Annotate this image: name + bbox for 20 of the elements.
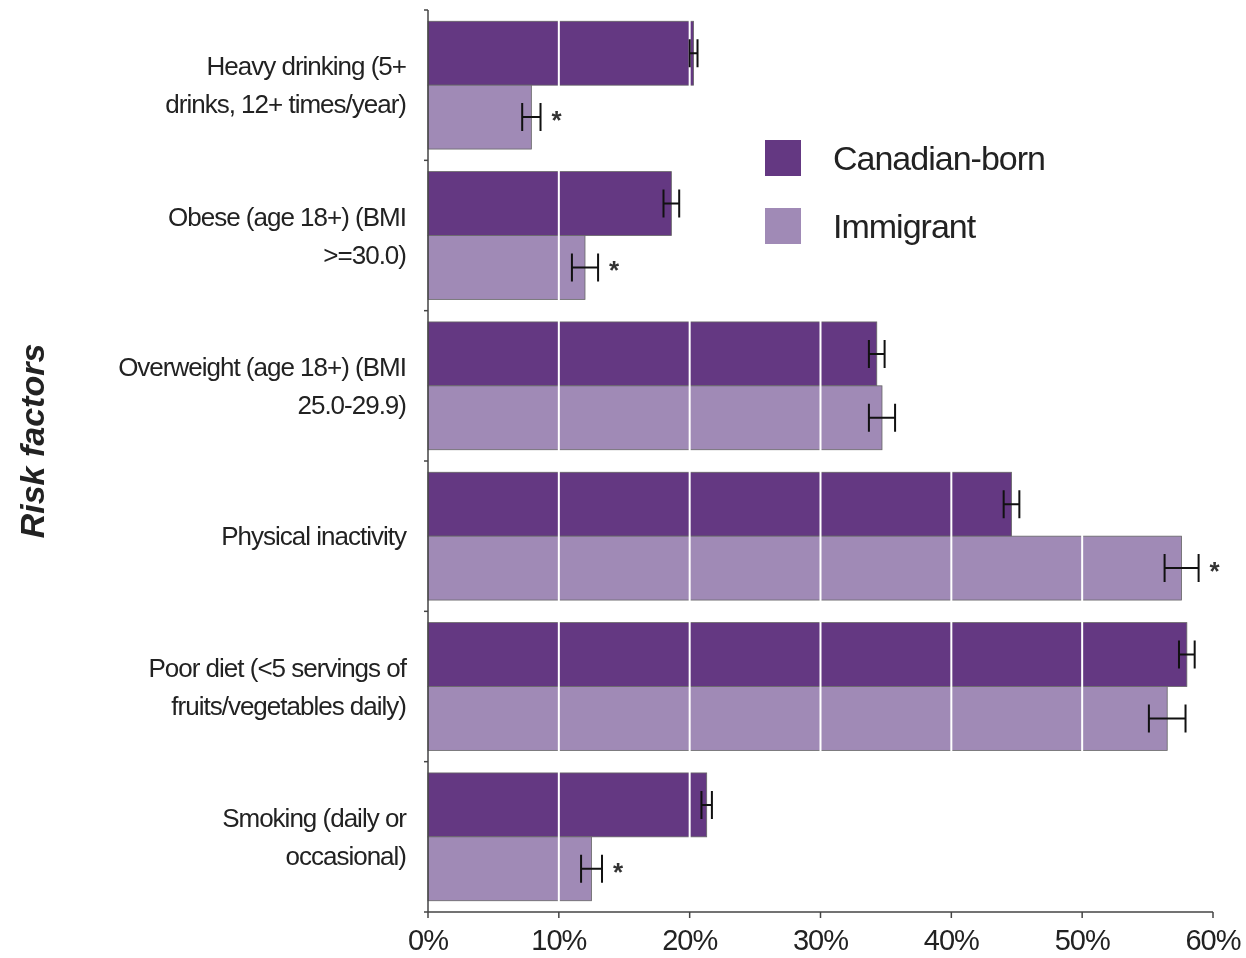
y-tick-label: Poor diet (<5 servings of fruits/vegetables daily) xyxy=(148,652,408,721)
x-tick-label: 10% xyxy=(531,924,587,956)
x-tick-label: 30% xyxy=(792,924,849,956)
annotation: * xyxy=(612,856,624,887)
y-axis-title: Risk factors xyxy=(13,343,51,539)
legend-label: Canadian-born xyxy=(833,139,1045,177)
y-tick-label: Physical inactivity xyxy=(221,521,407,552)
y-tick-label: Heavy drinking (5+ drinks, 12+ times/year) xyxy=(165,51,407,120)
x-tick-label: 50% xyxy=(1054,924,1110,956)
x-tick-label: 40% xyxy=(923,924,980,956)
annotation: * xyxy=(609,255,621,286)
x-tick-label: 0% xyxy=(408,924,449,956)
y-tick-label: Overweight (age 18+) (BMI 25.0-29.9) xyxy=(118,351,407,420)
y-tick-label: Obese (age 18+) (BMI >=30.0) xyxy=(168,201,407,270)
y-tick-label: Smoking (daily or occasional) xyxy=(222,802,408,871)
annotation: * xyxy=(551,105,563,136)
x-tick-label: 20% xyxy=(662,924,718,956)
x-tick-label: 60% xyxy=(1185,924,1241,956)
annotation: * xyxy=(1209,556,1221,587)
legend-label: Immigrant xyxy=(833,207,977,245)
